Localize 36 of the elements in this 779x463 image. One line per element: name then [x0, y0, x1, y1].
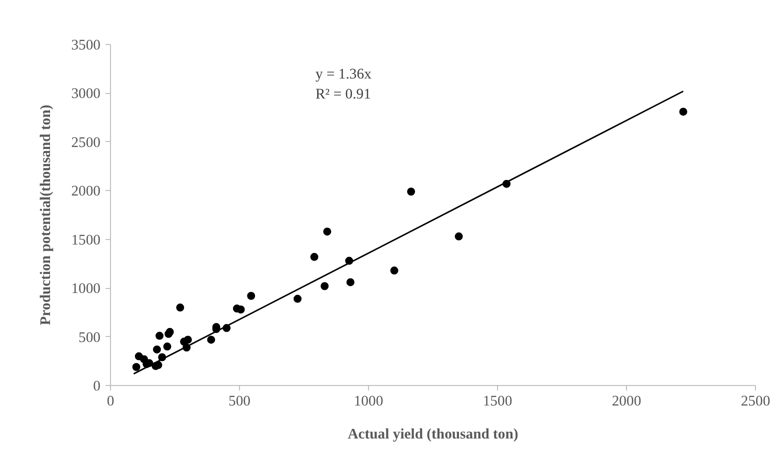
point: [407, 188, 416, 196]
point: [320, 282, 329, 290]
point: [132, 362, 140, 371]
y-tick-label: 500: [78, 330, 100, 346]
point: [163, 342, 172, 351]
y-tick-label: 0: [93, 378, 100, 394]
point: [323, 228, 332, 236]
point: [346, 278, 354, 286]
point: [390, 266, 398, 275]
y-tick-label: 3500: [71, 38, 100, 54]
x-tick-label: 1500: [482, 394, 512, 410]
point: [184, 336, 192, 344]
point: [176, 304, 184, 312]
y-tick-label: 2000: [71, 184, 100, 200]
annotation: y = 1.36x: [316, 66, 372, 82]
y-tick-label: 3000: [71, 86, 100, 102]
point: [247, 292, 256, 300]
point: [207, 336, 216, 344]
point: [236, 306, 245, 314]
point: [310, 252, 318, 261]
point: [294, 294, 302, 303]
x-tick-label: 500: [228, 394, 250, 410]
x-tick-label: 1000: [354, 394, 384, 410]
y-tick-label: 1000: [71, 281, 100, 298]
annotation: R² = 0.91: [316, 86, 371, 102]
x-tick-label: 0: [106, 394, 114, 410]
x-axis-title: Actual yield (thousand ton): [348, 426, 518, 442]
y-axis-title: Production potential(thousand ton): [38, 104, 54, 326]
y-tick-label: 1500: [71, 232, 100, 248]
y-tick-label: 2500: [71, 134, 100, 151]
point: [679, 108, 688, 116]
point: [454, 232, 463, 240]
x-tick-label: 2500: [740, 394, 770, 410]
point: [152, 345, 161, 354]
x-tick-label: 2000: [612, 394, 642, 410]
point: [156, 332, 164, 340]
